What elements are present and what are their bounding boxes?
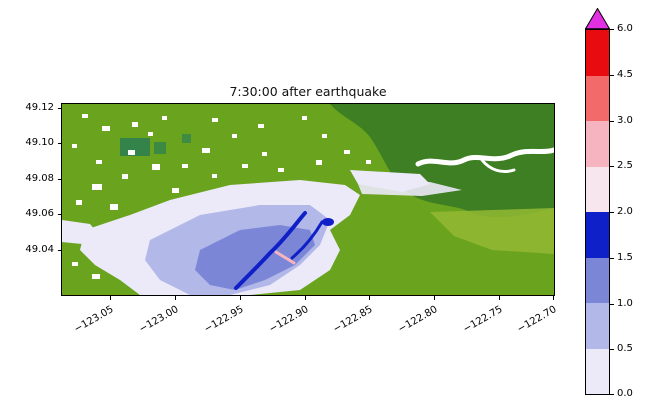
colorbar-tick-mark [610,212,614,213]
over-arrow-triangle [585,8,610,29]
x-tick-mark [175,296,176,300]
colorbar-tick-label: 0.0 [617,388,633,399]
pink-channel-streak [274,250,296,265]
white-speckles [72,114,371,279]
y-tick-mark [58,214,62,215]
x-tick-label: −122.75 [461,304,505,336]
colorbar-tick-label: 6.0 [617,23,633,34]
colorbar-tick-mark [610,29,614,30]
x-tick-label: −122.90 [267,304,311,336]
colorbar-tick-mark [610,75,614,76]
y-tick-mark [58,143,62,144]
colorbar-segment [586,166,609,212]
colorbar-segment [586,75,609,121]
colorbar-tick-label: 1.5 [617,252,633,263]
meandering-river [415,147,554,174]
x-tick-label: −122.85 [331,304,375,336]
river-channels [234,211,324,290]
colorbar-tick-mark [610,166,614,167]
colorbar-tick-label: 4.5 [617,69,633,80]
y-tick-mark [58,250,62,251]
colorbar-segment [586,348,609,394]
x-tick-mark [434,296,435,300]
y-tick-label: 49.12 [25,102,54,113]
x-tick-mark [305,296,306,300]
light-green-region [430,208,554,254]
forest-patches-northwest [120,134,191,156]
colorbar-over-arrow [585,8,610,29]
flood-deep-pocket [195,225,315,290]
colorbar-segment [586,121,609,167]
y-tick-mark [58,179,62,180]
colorbar-segment [586,212,609,258]
flood-fringe-corridor [358,182,462,196]
colorbar-tick-label: 1.0 [617,298,633,309]
colorbar-tick-mark [610,394,614,395]
y-tick-mark [58,108,62,109]
x-tick-label: −123.00 [137,304,181,336]
x-tick-mark [369,296,370,300]
colorbar-tick-mark [610,258,614,259]
colorbar-tick-label: 2.5 [617,160,633,171]
map-raster [62,104,554,295]
x-tick-label: −122.80 [396,304,440,336]
colorbar-segment [586,257,609,303]
channel-pond [322,218,334,226]
y-tick-label: 49.04 [25,244,54,255]
map-plot-area [61,103,555,296]
y-tick-label: 49.06 [25,208,54,219]
colorbar [585,29,610,395]
x-tick-mark [110,296,111,300]
colorbar-tick-label: 3.0 [617,115,633,126]
x-tick-mark [553,296,554,300]
x-tick-label: −123.05 [72,304,116,336]
colorbar-tick-mark [610,349,614,350]
colorbar-tick-mark [610,304,614,305]
x-tick-label: −122.95 [202,304,246,336]
x-tick-label: −122.70 [515,304,559,336]
colorbar-tick-label: 2.0 [617,206,633,217]
colorbar-segment [586,30,609,76]
y-tick-label: 49.08 [25,173,54,184]
x-tick-mark [499,296,500,300]
x-tick-mark [240,296,241,300]
plot-title: 7:30:00 after earthquake [229,84,387,99]
colorbar-segment [586,303,609,349]
colorbar-tick-mark [610,121,614,122]
flood-fringe-west [62,220,100,244]
y-tick-label: 49.10 [25,137,54,148]
colorbar-tick-label: 0.5 [617,343,633,354]
